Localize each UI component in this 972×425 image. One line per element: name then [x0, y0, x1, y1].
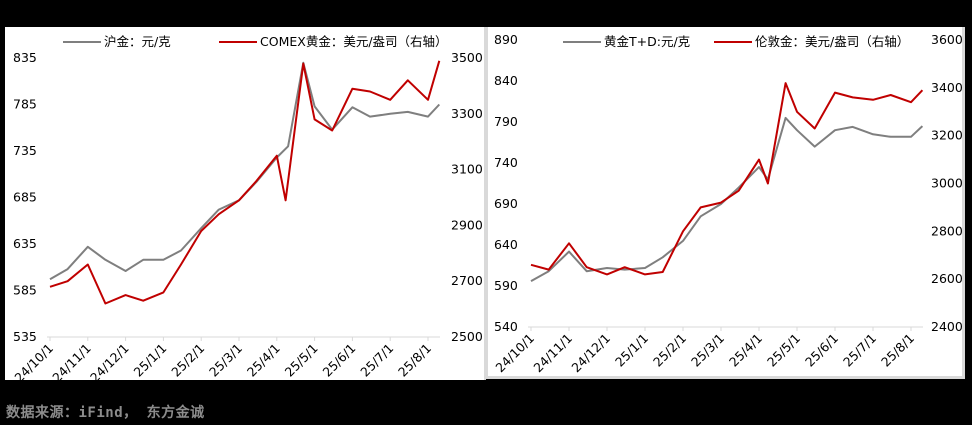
left-axis-tick-label: 540 — [494, 319, 518, 334]
left-axis-tick-label: 640 — [494, 237, 518, 252]
right-axis-tick-label: 3500 — [451, 50, 483, 65]
x-tick-label: 25/3/1 — [206, 341, 245, 380]
x-tick-label: 24/12/1 — [568, 331, 613, 376]
left-axis-tick-label: 685 — [13, 190, 37, 205]
x-tick-label: 25/6/1 — [802, 331, 841, 370]
legend-label: 黄金T+D:元/克 — [604, 34, 690, 49]
x-tick-label: 24/11/1 — [530, 331, 575, 376]
right-axis-tick-label: 2600 — [931, 271, 963, 286]
series-line-left-axis — [530, 116, 924, 282]
right-axis-tick-label: 2700 — [451, 273, 483, 288]
series-line-right-axis — [530, 82, 924, 276]
left-axis-tick-label: 735 — [13, 143, 37, 158]
right-axis-tick-label: 3200 — [931, 128, 963, 143]
right-axis-tick-label: 3600 — [931, 32, 963, 47]
x-tick-label: 24/12/1 — [87, 341, 132, 380]
right-axis-tick-label: 3100 — [451, 162, 483, 177]
left-axis-tick-label: 585 — [13, 283, 37, 298]
legend-label: COMEX黄金：美元/盎司（右轴） — [260, 34, 448, 49]
left-axis-tick-label: 690 — [494, 196, 518, 211]
left-axis-tick-label: 590 — [494, 278, 518, 293]
right-axis-tick-label: 3000 — [931, 176, 963, 191]
x-tick-label: 25/1/1 — [130, 341, 169, 380]
left-axis-tick-label: 840 — [494, 73, 518, 88]
x-tick-label: 25/4/1 — [726, 331, 765, 370]
chart-shfe-comex-gold: 24/10/124/11/124/12/125/1/125/2/125/3/12… — [11, 34, 483, 380]
x-tick-label: 25/4/1 — [244, 341, 283, 380]
x-tick-label: 25/5/1 — [282, 341, 321, 380]
x-tick-label: 25/2/1 — [168, 341, 207, 380]
chart-td-london-gold: 24/10/124/11/124/12/125/1/125/2/125/3/12… — [492, 32, 963, 376]
x-tick-label: 25/6/1 — [319, 341, 358, 380]
right-axis-tick-label: 2400 — [931, 319, 963, 334]
right-axis-tick-label: 2900 — [451, 217, 483, 232]
x-tick-label: 25/3/1 — [688, 331, 727, 370]
left-axis-tick-label: 740 — [494, 155, 518, 170]
chart-panel-shfe-comex: 24/10/1 24/11/1 24/12/1 25/1/1 25/2/1 25/3/1 2… — [5, 27, 486, 380]
x-tick-label: 25/1/1 — [612, 331, 651, 370]
chart-panel-td-london: 24/10/1 24/11/1 24/12/1 25/1/1 25/2/1 25/3/1 2… — [486, 27, 965, 379]
x-tick-label: 25/8/1 — [878, 331, 917, 370]
x-tick-label: 25/5/1 — [764, 331, 803, 370]
right-axis-tick-label: 2800 — [931, 223, 963, 238]
right-axis-tick-label: 3400 — [931, 80, 963, 95]
left-axis-tick-label: 790 — [494, 114, 518, 129]
x-tick-label: 25/7/1 — [357, 341, 396, 380]
x-tick-label: 25/7/1 — [840, 331, 879, 370]
x-tick-label: 24/10/1 — [492, 331, 537, 376]
legend-label: 沪金：元/克 — [104, 34, 171, 49]
left-axis-tick-label: 785 — [13, 97, 37, 112]
left-axis-tick-label: 890 — [494, 32, 518, 47]
left-axis-tick-label: 635 — [13, 236, 37, 251]
x-tick-label: 25/2/1 — [650, 331, 689, 370]
x-tick-label: 25/8/1 — [395, 341, 434, 380]
source-note: 数据来源：iFind， 东方金诚 — [6, 405, 205, 421]
left-axis-tick-label: 535 — [13, 329, 37, 344]
series-line-right-axis — [49, 60, 441, 305]
left-axis-tick-label: 835 — [13, 50, 37, 65]
legend-label: 伦敦金：美元/盎司（右轴） — [755, 34, 909, 49]
right-axis-tick-label: 3300 — [451, 106, 483, 121]
right-axis-tick-label: 2500 — [451, 329, 483, 344]
